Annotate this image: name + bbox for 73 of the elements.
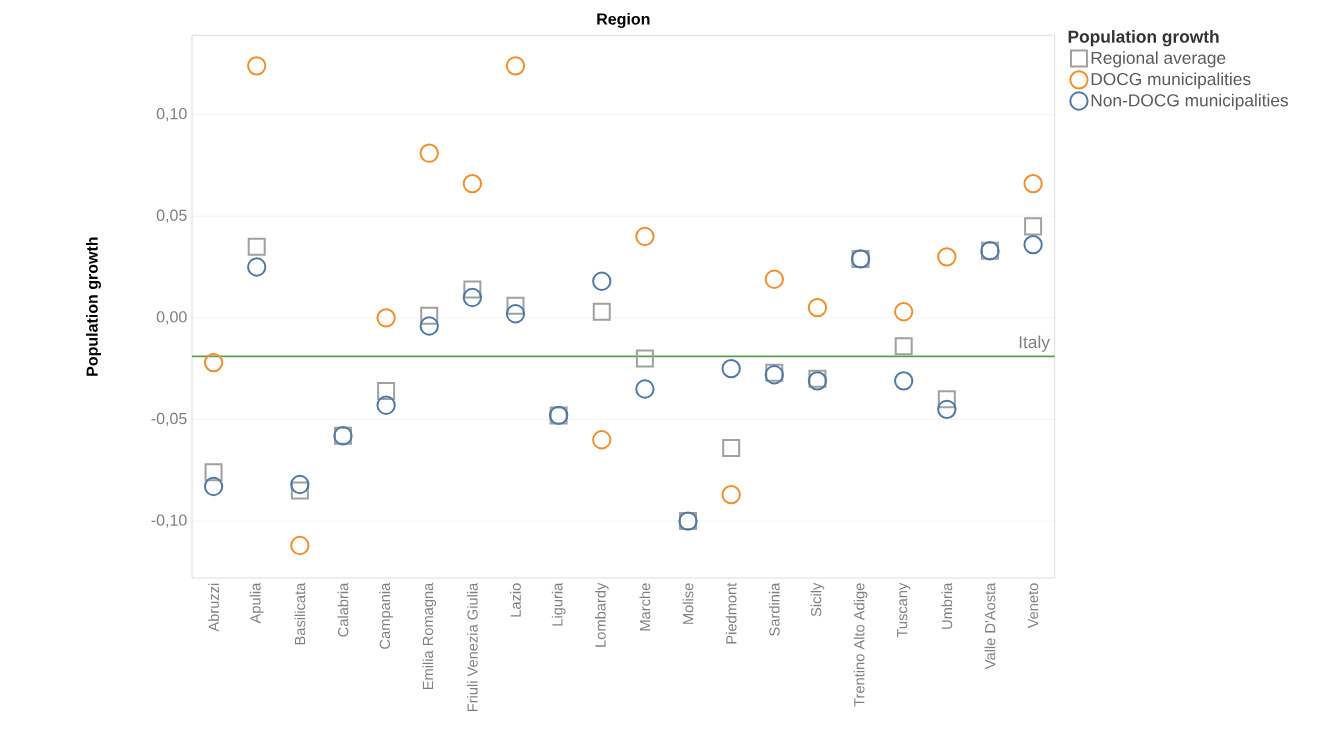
point [635, 226, 655, 247]
point [376, 308, 396, 328]
legend-label: Regional average [1091, 51, 1226, 68]
point [894, 337, 913, 356]
point [894, 371, 914, 391]
x-tick-label: Calabria [337, 582, 349, 637]
y-tick-label: 0,00 [156, 311, 187, 325]
point [592, 302, 611, 321]
x-tick-label: Emilia Romagna [422, 582, 437, 690]
legend-title: Population growth [1068, 30, 1219, 47]
point [462, 174, 483, 194]
point [937, 390, 956, 409]
point [376, 395, 396, 415]
point [635, 379, 655, 399]
point [377, 382, 396, 400]
y-tick-label: 0,05 [156, 209, 187, 223]
point [937, 247, 957, 267]
x-tick-label: Veneto [1027, 583, 1039, 629]
point [592, 430, 612, 450]
x-tick-label: Campania [379, 582, 393, 649]
point [1023, 174, 1043, 194]
point [203, 476, 224, 497]
point [247, 237, 266, 256]
point [505, 304, 526, 324]
point [506, 296, 525, 315]
point [290, 535, 310, 556]
point [203, 352, 224, 373]
point [721, 358, 741, 379]
x-tick-label: Liguria [551, 582, 566, 626]
point [419, 316, 439, 336]
point [462, 287, 483, 308]
x-tick-label: Piedmont [725, 582, 737, 644]
y-tick-label: 0,10 [156, 107, 187, 122]
x-tick-label: Sardinia [768, 582, 780, 636]
x-tick-label: Apulia [249, 582, 264, 624]
x-axis-title: Region [597, 12, 650, 28]
point [420, 306, 439, 325]
point [419, 143, 439, 163]
point [204, 463, 223, 482]
y-axis-title: Population growth [86, 237, 102, 376]
legend-label: DOCG municipalities [1091, 72, 1251, 89]
point [894, 302, 914, 322]
point [247, 56, 267, 76]
x-tick-label: Molise [682, 583, 694, 624]
point [635, 349, 654, 368]
y-tick-label: -0,05 [151, 412, 187, 427]
point [505, 56, 526, 76]
x-tick-label: Friuli Venezia Giulia [466, 582, 478, 712]
point [1024, 217, 1043, 236]
point [463, 280, 482, 299]
x-tick-label: Lombardy [594, 582, 609, 647]
ref-line-label: Italy [1019, 335, 1050, 352]
point [764, 269, 784, 289]
x-tick-label: Basilicata [294, 582, 306, 645]
point [247, 257, 267, 277]
x-tick-label: Abruzzi [208, 583, 219, 632]
point [592, 271, 612, 291]
x-tick-label: Valle D'Aosta [984, 582, 996, 670]
x-tick-label: Umbria [941, 582, 953, 629]
point [290, 481, 309, 500]
x-tick-label: Trentino Alto Adige [853, 583, 868, 707]
x-tick-label: Marche [639, 583, 651, 631]
y-tick-label: -0,10 [151, 514, 187, 528]
point [937, 399, 957, 419]
point [722, 438, 741, 457]
point [721, 484, 741, 505]
legend-label: Non-DOCG municipalities [1091, 93, 1289, 110]
point [1023, 235, 1043, 255]
x-tick-label: Tuscany [897, 582, 911, 638]
x-tick-label: Lazio [510, 583, 521, 617]
x-tick-label: Sicily [810, 582, 825, 617]
point [290, 474, 310, 495]
point [807, 298, 828, 318]
